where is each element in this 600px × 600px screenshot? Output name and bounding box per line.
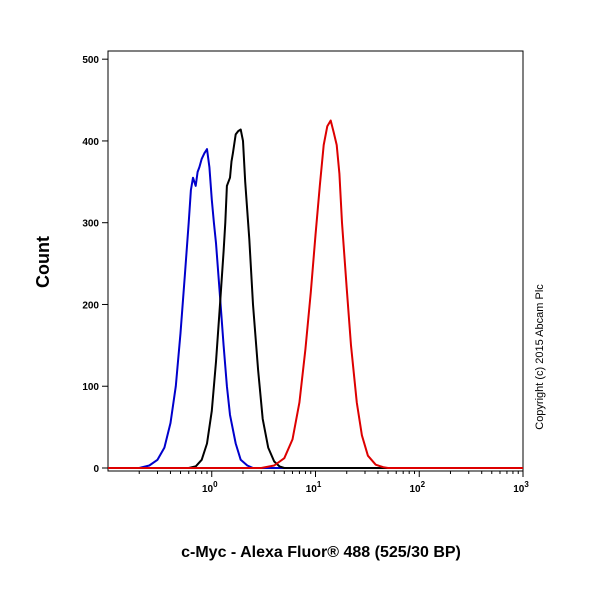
x-tick-label: 101	[306, 480, 322, 495]
y-tick-label: 400	[82, 137, 99, 148]
copyright-notice: Copyright (c) 2015 Abcam Plc	[534, 284, 546, 430]
y-tick-label: 0	[93, 464, 99, 475]
x-tick-label: 103	[513, 480, 529, 495]
x-axis-ticks: 100 101 102 103	[138, 471, 529, 495]
histogram-series-1	[108, 148, 523, 469]
x-axis-title: c-Myc - Alexa Fluor® 488 (525/30 BP)	[181, 544, 461, 561]
histogram-series	[108, 119, 523, 469]
y-tick-label: 100	[82, 382, 99, 393]
y-tick-label: 500	[82, 55, 99, 66]
x-tick-label: 102	[409, 480, 425, 495]
x-tick-label: 100	[202, 480, 218, 495]
histogram-series-3	[108, 119, 523, 469]
histogram-series-2	[108, 128, 523, 469]
y-tick-label: 200	[82, 300, 99, 311]
y-axis-title: Count	[33, 236, 53, 288]
y-axis-ticks: 0 100 200 300 400 500	[82, 55, 108, 475]
plot-area-frame	[107, 50, 524, 472]
y-tick-label: 300	[82, 219, 99, 230]
